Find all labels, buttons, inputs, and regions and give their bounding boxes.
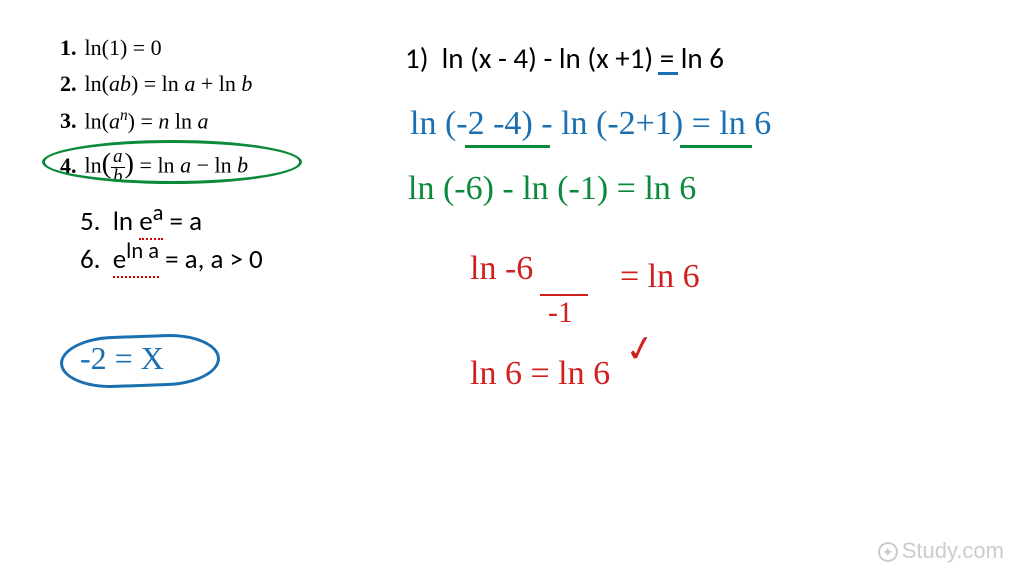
rule-4: 4.ln(ab) = ln a − ln b bbox=[60, 144, 252, 190]
rule-num: 5. bbox=[80, 205, 101, 238]
t: a bbox=[153, 200, 164, 227]
rule-num: 1. bbox=[60, 35, 77, 60]
t: + ln bbox=[195, 71, 241, 96]
rule-num: 4. bbox=[60, 153, 77, 178]
green-underline bbox=[465, 145, 550, 148]
hw-line-3-top: ln -6 bbox=[470, 250, 533, 288]
rule-5: 5. ln ea = a bbox=[80, 200, 202, 238]
t: ) - ln ( bbox=[521, 105, 607, 142]
t: b bbox=[113, 166, 122, 187]
t: -2+1 bbox=[607, 105, 672, 142]
rule-2: 2. ln(ab) = ln a + ln b bbox=[60, 71, 252, 97]
rule-num: 6. bbox=[80, 243, 101, 276]
t: b bbox=[237, 153, 248, 178]
t: − ln bbox=[191, 153, 237, 178]
rule-1: 1. ln(1) = 0 bbox=[60, 35, 252, 61]
t: ln bbox=[85, 153, 102, 178]
t: n bbox=[158, 108, 169, 133]
watermark: ✦Study.com bbox=[878, 538, 1004, 564]
t: a bbox=[198, 108, 209, 133]
green-underline bbox=[680, 145, 752, 148]
rules-list: 1.ln(1) = 0 2.ln(ab) = ln a + ln b 3.ln(… bbox=[60, 35, 252, 201]
spellcheck-underline: eln a bbox=[113, 243, 159, 278]
t: a bbox=[184, 71, 195, 96]
t: -2 -4 bbox=[456, 105, 521, 142]
hw-line-4: ln 6 = ln 6 bbox=[470, 355, 610, 393]
t: = ln bbox=[134, 153, 180, 178]
t: e bbox=[139, 205, 152, 238]
rule-num: 2. bbox=[60, 71, 77, 96]
fraction: ab bbox=[111, 148, 124, 186]
t: ( bbox=[102, 149, 112, 180]
t: ) bbox=[125, 149, 135, 180]
t: ln bbox=[169, 108, 197, 133]
t: ln( bbox=[85, 71, 109, 96]
t: a bbox=[109, 108, 120, 133]
problem-text: ln (x - 4) - ln (x +1) = ln 6 bbox=[442, 40, 724, 76]
answer-text: -2 = X bbox=[80, 340, 164, 377]
t: = a bbox=[163, 205, 202, 238]
checkmark-icon: ✓ bbox=[622, 326, 659, 373]
t: ) = bbox=[128, 108, 159, 133]
t: ln bbox=[113, 205, 140, 238]
t: ln( bbox=[85, 108, 109, 133]
hw-line-3-bot: -1 bbox=[548, 296, 573, 330]
t: ln ( bbox=[410, 105, 456, 142]
rule-6: 6. eln a = a, a > 0 bbox=[80, 238, 263, 276]
spellcheck-underline: ea bbox=[139, 205, 163, 240]
t: a bbox=[113, 146, 122, 167]
hw-line-1: ln (-2 -4) - ln (-2+1) = ln 6 bbox=[410, 105, 771, 143]
hw-line-3-rhs: = ln 6 bbox=[620, 258, 700, 296]
t: ) = ln bbox=[131, 71, 184, 96]
watermark-icon: ✦ bbox=[878, 542, 898, 562]
t: ln a bbox=[126, 238, 159, 265]
rule-num: 3. bbox=[60, 108, 77, 133]
hw-line-2: ln (-6) - ln (-1) = ln 6 bbox=[408, 170, 696, 208]
t: n bbox=[120, 107, 128, 124]
rule-body: ln(1) = 0 bbox=[85, 35, 162, 60]
rule-3: 3.ln(an) = n ln a bbox=[60, 107, 252, 134]
t: = a, a > 0 bbox=[159, 243, 263, 276]
t: e bbox=[113, 243, 126, 276]
t: b bbox=[241, 71, 252, 96]
t: a bbox=[180, 153, 191, 178]
t: ab bbox=[109, 71, 131, 96]
watermark-text: Study.com bbox=[902, 538, 1004, 563]
t: ) = ln 6 bbox=[672, 105, 771, 142]
problem-num: 1) bbox=[405, 40, 429, 76]
underline-mark bbox=[658, 72, 678, 75]
problem-statement: 1) ln (x - 4) - ln (x +1) = ln 6 bbox=[405, 40, 724, 76]
